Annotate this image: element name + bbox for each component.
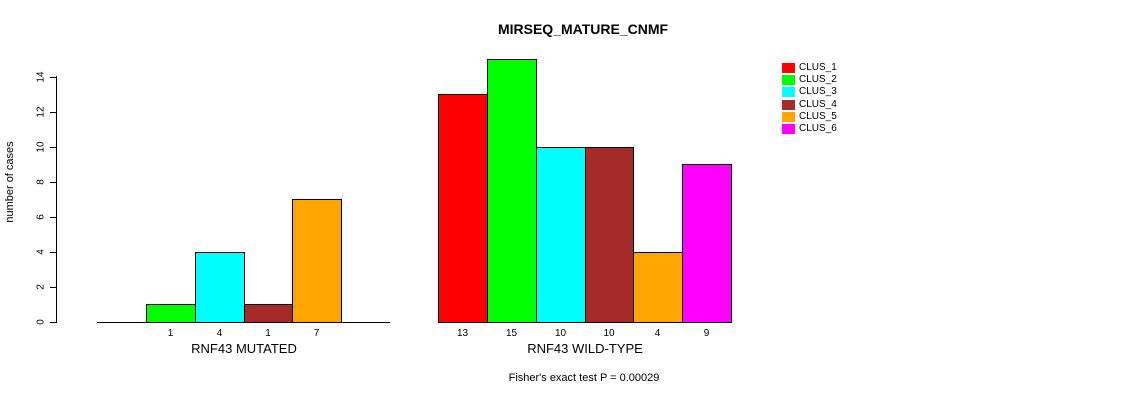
legend-item: CLUS_1	[782, 62, 837, 74]
bar-clus_4	[585, 147, 634, 323]
y-tick-label: 8	[35, 179, 47, 185]
bar-clus_5	[292, 199, 342, 323]
y-axis-line	[56, 76, 57, 323]
bar-clus_3	[195, 252, 245, 323]
legend-swatch	[782, 111, 795, 122]
y-tick	[50, 147, 57, 148]
legend-label: CLUS_4	[799, 98, 837, 110]
bar-clus_5	[633, 252, 683, 323]
bar-value-label: 1	[167, 328, 174, 339]
legend-swatch	[782, 63, 795, 74]
legend-swatch	[782, 75, 795, 86]
chart-title: MIRSEQ_MATURE_CNMF	[497, 21, 669, 37]
y-tick	[50, 217, 57, 218]
bar-value-label: 9	[703, 328, 710, 339]
bar-clus_1	[438, 94, 488, 323]
y-tick-label: 14	[35, 71, 47, 83]
legend-swatch	[782, 87, 795, 98]
bar-value-label: 10	[554, 328, 567, 339]
bar-value-label: 13	[456, 328, 469, 339]
fisher-test-annotation: Fisher's exact test P = 0.00029	[508, 372, 660, 384]
legend-swatch	[782, 99, 795, 110]
bar-value-label: 4	[216, 328, 223, 339]
legend-label: CLUS_5	[799, 110, 837, 122]
bar-clus_2	[146, 304, 196, 323]
x-group-label: RNF43 MUTATED	[191, 341, 297, 356]
legend-label: CLUS_3	[799, 86, 837, 98]
y-tick	[50, 182, 57, 183]
y-tick	[50, 287, 57, 288]
x-group-label: RNF43 WILD-TYPE	[527, 341, 643, 356]
bar-value-label: 10	[603, 328, 615, 339]
bar-value-label: 4	[654, 328, 661, 339]
legend-swatch	[782, 124, 795, 135]
legend-item: CLUS_4	[782, 99, 837, 111]
y-tick-label: 4	[35, 249, 47, 255]
legend-label: CLUS_1	[799, 62, 837, 74]
legend-item: CLUS_2	[782, 74, 837, 86]
y-tick	[50, 112, 57, 113]
bar-clus_4	[244, 304, 293, 323]
bar-clus_3	[536, 147, 586, 323]
legend-label: CLUS_6	[799, 123, 837, 135]
legend-item: CLUS_3	[782, 86, 837, 98]
bar-clus_6	[682, 164, 732, 323]
legend-item: CLUS_5	[782, 111, 837, 123]
bar-value-label: 15	[505, 328, 518, 339]
legend-item: CLUS_6	[782, 123, 837, 135]
y-tick-label: 6	[35, 214, 47, 220]
bar-clus_2	[487, 59, 537, 323]
y-tick-label: 0	[35, 319, 47, 325]
legend-label: CLUS_2	[799, 74, 837, 86]
y-tick	[50, 77, 57, 78]
legend: CLUS_1 CLUS_2 CLUS_3 CLUS_4 CLUS_5 CLUS_6	[782, 62, 837, 135]
bar-value-label: 1	[265, 328, 271, 339]
y-tick	[50, 252, 57, 253]
y-tick-label: 2	[35, 284, 47, 290]
y-tick-label: 10	[35, 141, 47, 153]
y-tick-label: 12	[35, 106, 47, 118]
y-axis-title: number of cases	[4, 141, 16, 223]
bar-value-label: 7	[313, 328, 320, 339]
y-tick	[50, 322, 57, 323]
